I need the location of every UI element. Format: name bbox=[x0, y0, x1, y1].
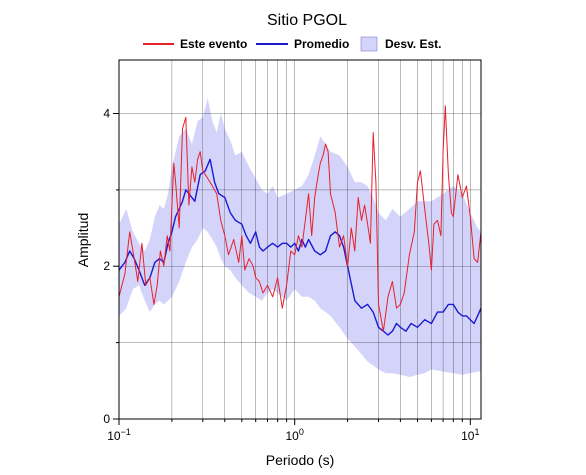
x-tick-label-base: 10 bbox=[286, 429, 300, 443]
std-dev-band-layer bbox=[119, 98, 481, 377]
legend-label-este-evento: Este evento bbox=[180, 37, 247, 51]
x-axis-label: Periodo (s) bbox=[266, 452, 334, 468]
x-tick-label-exponent: 1 bbox=[474, 427, 479, 437]
y-axis-label: Amplitud bbox=[75, 213, 91, 267]
plot-frame bbox=[118, 59, 482, 420]
x-tick-label: 10−1 bbox=[107, 427, 131, 443]
chart-title: Sitio PGOL bbox=[267, 12, 347, 29]
series-line-este-evento bbox=[118, 105, 482, 332]
x-tick-label-base: 10 bbox=[107, 429, 121, 443]
grid-layer bbox=[119, 60, 481, 419]
legend-swatch-desv-est bbox=[360, 36, 378, 52]
x-tick-label: 101 bbox=[461, 427, 479, 443]
x-tick-label: 100 bbox=[286, 427, 304, 443]
x-axis-ticks: 10−1 100 101 bbox=[107, 419, 479, 443]
series-layer bbox=[118, 105, 482, 336]
legend: Este evento Promedio Desv. Est. bbox=[143, 36, 441, 52]
x-tick-label-exponent: −1 bbox=[121, 427, 131, 437]
x-tick-label-exponent: 0 bbox=[299, 427, 304, 437]
legend-label-promedio: Promedio bbox=[294, 37, 349, 51]
std-dev-band bbox=[119, 98, 481, 377]
y-tick-label: 4 bbox=[103, 107, 110, 121]
y-tick-label: 2 bbox=[103, 259, 110, 273]
y-tick-label: 0 bbox=[103, 412, 110, 426]
y-axis-ticks: 0 2 4 bbox=[103, 107, 119, 426]
x-tick-label-base: 10 bbox=[461, 429, 475, 443]
legend-label-desv-est: Desv. Est. bbox=[385, 37, 441, 51]
